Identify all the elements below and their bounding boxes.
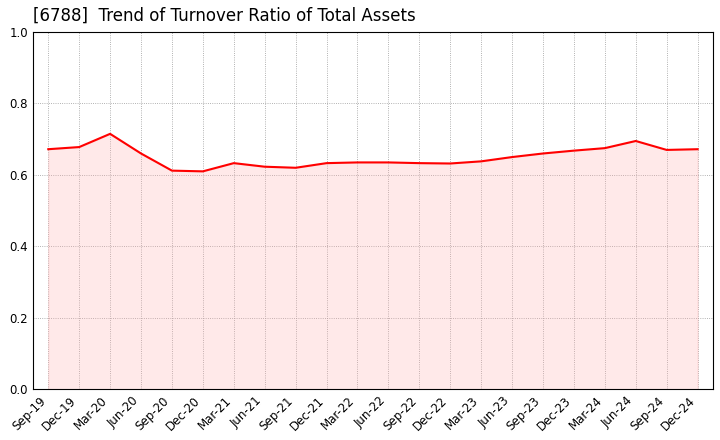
Text: [6788]  Trend of Turnover Ratio of Total Assets: [6788] Trend of Turnover Ratio of Total … [33, 7, 415, 25]
